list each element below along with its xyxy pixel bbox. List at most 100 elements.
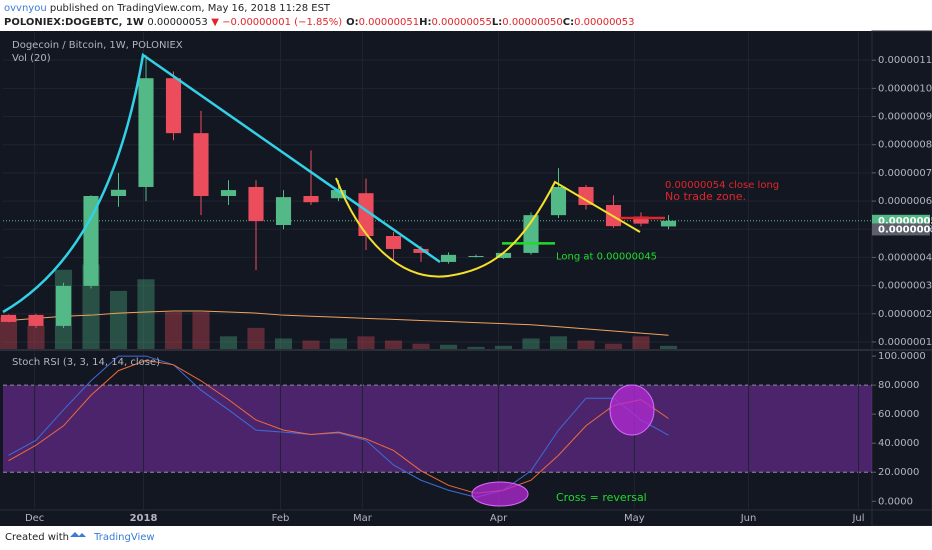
candle-body (248, 186, 264, 222)
published: published on TradingView.com, May 16, 20… (50, 3, 331, 14)
author: ovvnyou (4, 3, 47, 14)
logo (70, 532, 86, 537)
candle-body (165, 78, 182, 134)
price-label-bg (872, 223, 930, 236)
volume-bar (247, 327, 265, 349)
candle-body (330, 190, 347, 199)
volume-ma (8, 310, 669, 336)
candle-body (578, 186, 594, 206)
rsi-tick-label: 20.0000 (878, 467, 919, 478)
candle-body (0, 314, 17, 322)
cross-highlight (609, 384, 655, 436)
x-tick-label: Jun (740, 513, 757, 524)
rsi-note: Cross = reversal (556, 491, 647, 504)
header-line: ovvnyou published on TradingView.com, Ma… (4, 3, 331, 14)
rsi-tick-label: 40.0000 (878, 438, 919, 449)
candle-body (110, 189, 127, 196)
price-label: 0.00000051 (878, 224, 932, 235)
candle-body (413, 248, 429, 253)
trend-drawing (2, 52, 441, 314)
footer-bg (0, 526, 932, 550)
price-axis-bg (871, 30, 932, 527)
brand: TradingView (93, 532, 154, 543)
x-tick-label: Dec (25, 513, 44, 524)
volume-bar (467, 346, 485, 349)
volume-bar (549, 336, 568, 349)
volume-bar (439, 344, 458, 349)
x-tick-label: 2018 (130, 513, 158, 524)
volume-bar (27, 325, 45, 349)
candle-body (193, 133, 209, 196)
volume-bar (274, 338, 293, 349)
volume-bar (522, 338, 540, 349)
cup-drawing (335, 177, 641, 278)
rsi-tick-label: 0.0000 (878, 496, 913, 507)
level-note: No trade zone. (665, 190, 746, 203)
candle-body (358, 193, 374, 237)
volume-bar (219, 336, 238, 349)
ohlc-key: C: (563, 17, 574, 28)
ohlc-value: 0.00000055 (431, 17, 491, 28)
symbol-line: POLONIEX:DOGEBTC, 1W 0.00000053 ▼ −0.000… (4, 17, 635, 28)
rsi-line (8, 359, 669, 494)
footer: Created with TradingView (5, 532, 155, 543)
rsi-band (3, 385, 872, 473)
ohlc-key: L: (492, 17, 502, 28)
volume-bar (412, 343, 430, 349)
last: 0.00000053 (147, 17, 207, 28)
volume-bar (604, 343, 623, 349)
candle-body (550, 186, 567, 216)
volume-bar (384, 340, 403, 349)
candle-body (495, 252, 512, 258)
rsi-line (8, 355, 669, 498)
volume-bar (494, 345, 513, 349)
x-tick-label: Apr (490, 513, 508, 524)
candle-body (385, 236, 402, 249)
rsi-tick-label: 80.0000 (878, 380, 919, 391)
rsi-tick-label: 100.0000 (878, 351, 926, 362)
x-tick-label: May (624, 513, 645, 524)
level-label: Long at 0.00000045 (556, 251, 657, 262)
candle-body (28, 314, 44, 326)
symbol: POLONIEX:DOGEBTC, 1W (4, 17, 144, 28)
x-tick-label: Jul (851, 513, 864, 524)
volume-bar (357, 336, 375, 349)
ohlc-key: O: (346, 17, 359, 28)
volume-title: Vol (20) (12, 53, 51, 64)
candle-body (83, 195, 99, 286)
candle-body (138, 78, 154, 187)
candle-body (55, 285, 72, 326)
volume-bar (192, 312, 210, 349)
x-tick-label: Mar (353, 513, 373, 524)
volume-bar (164, 312, 183, 349)
candle-body (633, 216, 649, 224)
ohlc-value: 0.00000050 (502, 17, 562, 28)
candle-body (275, 197, 292, 226)
ohlc-value: 0.00000051 (359, 17, 419, 28)
ohlc-key: H: (419, 17, 431, 28)
created: Created with (5, 532, 69, 543)
volume-bar (302, 340, 320, 349)
volume-bar (632, 336, 650, 349)
ohlc-value: 0.00000053 (574, 17, 634, 28)
rsi-title: Stoch RSI (3, 3, 14, 14, close) (12, 357, 160, 368)
volume-bar (109, 290, 128, 349)
volume-bar (659, 345, 678, 349)
candle-body (468, 256, 484, 258)
chart-title: Dogecoin / Bitcoin, 1W, POLONIEX (12, 40, 183, 51)
rsi-tick-label: 60.0000 (878, 409, 919, 420)
candle-body (440, 254, 457, 262)
